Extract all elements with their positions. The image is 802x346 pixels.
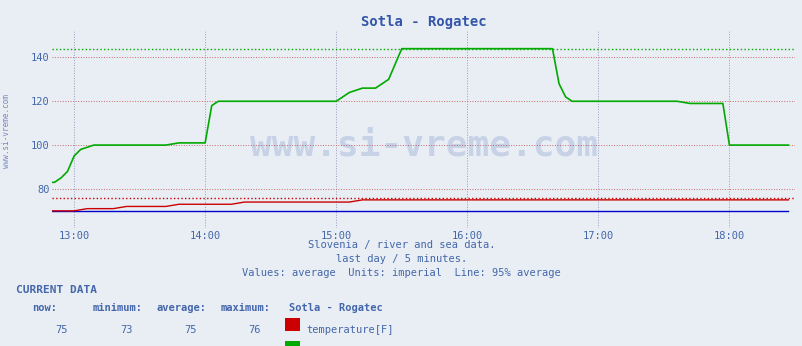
Text: 75: 75 bbox=[55, 325, 68, 335]
Text: temperature[F]: temperature[F] bbox=[306, 325, 393, 335]
Text: 76: 76 bbox=[248, 325, 261, 335]
Text: maximum:: maximum: bbox=[221, 303, 270, 313]
Text: minimum:: minimum: bbox=[92, 303, 142, 313]
Text: www.si-vreme.com: www.si-vreme.com bbox=[2, 94, 11, 169]
Text: last day / 5 minutes.: last day / 5 minutes. bbox=[335, 254, 467, 264]
Text: 75: 75 bbox=[184, 325, 196, 335]
Text: www.si-vreme.com: www.si-vreme.com bbox=[249, 128, 597, 163]
Text: CURRENT DATA: CURRENT DATA bbox=[16, 285, 97, 295]
Text: average:: average: bbox=[156, 303, 206, 313]
Text: 73: 73 bbox=[119, 325, 132, 335]
Text: Sotla - Rogatec: Sotla - Rogatec bbox=[289, 303, 383, 313]
Text: Slovenia / river and sea data.: Slovenia / river and sea data. bbox=[307, 240, 495, 251]
Text: Values: average  Units: imperial  Line: 95% average: Values: average Units: imperial Line: 95… bbox=[242, 268, 560, 278]
Text: now:: now: bbox=[32, 303, 57, 313]
Title: Sotla - Rogatec: Sotla - Rogatec bbox=[360, 15, 486, 29]
